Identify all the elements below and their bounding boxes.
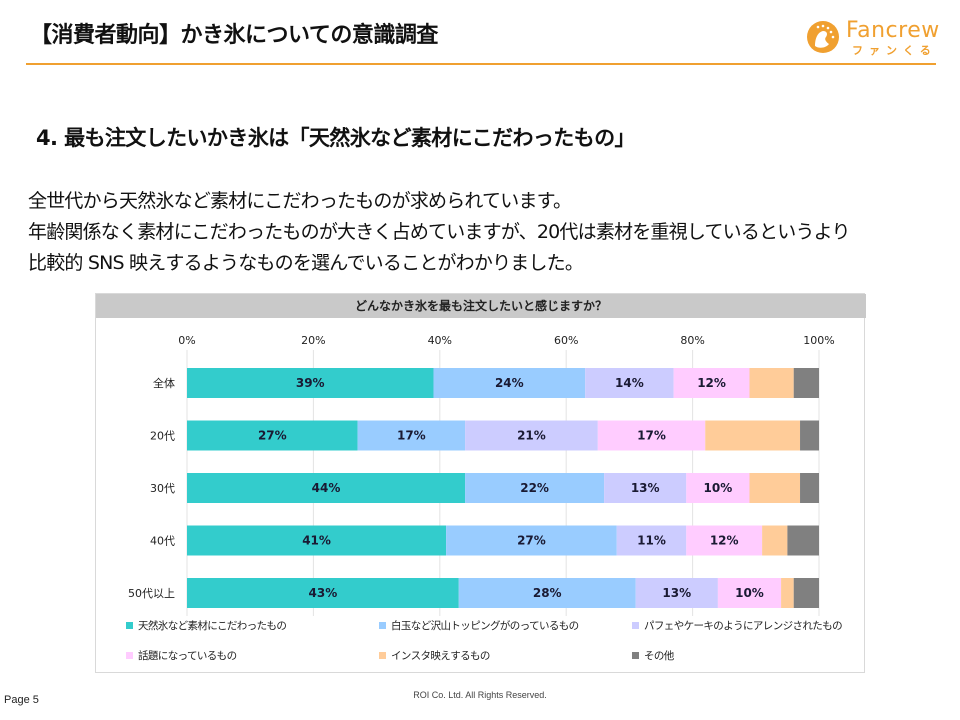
body-line: 比較的 SNS 映えするようなものを選んでいることがわかりました。	[28, 252, 584, 274]
data-label: 13%	[631, 481, 660, 495]
page-header-title: 【消費者動向】かき氷についての意識調査	[30, 23, 438, 48]
header-divider	[26, 63, 936, 65]
stacked-bar-chart: どんなかき氷を最も注文したいと感じますか？ 0% 20% 40% 60% 80% 100%…	[96, 294, 866, 662]
bar-segment	[187, 578, 459, 608]
bar-segment	[597, 420, 706, 451]
legend-label: パフェやケーキのようにアレンジされたもの	[644, 620, 842, 632]
legend-swatch	[632, 622, 639, 629]
section-title: 4. 最も注文したいかき氷は「天然氷など素材にこだわったもの」	[36, 126, 635, 150]
data-label: 12%	[710, 534, 739, 548]
fancrew-logo-icon	[807, 21, 839, 53]
bar-segment	[781, 578, 794, 608]
data-label: 12%	[697, 376, 726, 390]
bar-segment	[749, 473, 801, 503]
category-label: 20代	[150, 430, 175, 443]
category-label: 全体	[153, 376, 175, 390]
x-tick-label: 0%	[178, 334, 195, 347]
logo-wordmark: Fancrew	[846, 18, 940, 43]
bar-segment	[800, 473, 819, 503]
data-label: 17%	[637, 429, 666, 443]
bar-segment	[187, 420, 358, 451]
data-label: 28%	[533, 586, 562, 600]
bar-segment	[787, 525, 819, 556]
legend-label: 白玉など沢山トッピングがのっているもの	[391, 619, 579, 632]
x-tick-label: 40%	[428, 334, 452, 347]
bar-segment	[616, 525, 687, 556]
bar-segment	[705, 420, 801, 451]
body-text: 全世代から天然氷など素材にこだわったものが求められています。 年齢関係なく素材に…	[28, 186, 948, 279]
legend-label: インスタ映えするもの	[391, 650, 490, 662]
fancrew-logo: Fancrew ファンくる	[806, 18, 946, 58]
page-number: Page 5	[4, 694, 39, 706]
chart-title: どんなかき氷を最も注文したいと感じますか？	[355, 298, 607, 313]
bar-segment	[749, 368, 794, 398]
bar-segment	[635, 578, 718, 608]
logo-subtitle: ファンくる	[852, 44, 937, 57]
legend: 天然氷など素材にこだわったもの 白玉など沢山トッピングがのっているもの パフェやケー…	[126, 619, 843, 662]
data-label: 27%	[517, 534, 546, 548]
bar-segment	[762, 525, 788, 556]
bar-segment	[585, 368, 674, 398]
x-tick-label: 20%	[301, 334, 325, 347]
data-label: 11%	[637, 534, 666, 548]
data-label: 22%	[520, 481, 549, 495]
bar-segment	[187, 525, 447, 556]
chart-title-bar	[96, 294, 866, 318]
y-axis-categories: 全体 20代 30代 40代 50代以上	[128, 376, 175, 600]
x-tick-label: 100%	[803, 334, 834, 347]
bar-segment	[357, 420, 466, 451]
chart-container: どんなかき氷を最も注文したいと感じますか？ 0% 20% 40% 60% 80% 100%…	[95, 293, 866, 673]
bar-segment	[800, 420, 819, 451]
legend-swatch	[126, 652, 133, 659]
bar-segment	[673, 368, 750, 398]
bars: 39% 24% 14% 12% 27% 17% 21% 17% 44% 22% 13% 10% 41% 2…	[187, 368, 819, 608]
x-tick-label: 80%	[680, 334, 704, 347]
copyright: ROI Co. Ltd. All Rights Reserved.	[413, 690, 547, 700]
legend-swatch	[126, 622, 133, 629]
bar-segment	[458, 578, 636, 608]
bar-segment	[465, 473, 605, 503]
category-label: 30代	[150, 482, 175, 495]
legend-swatch	[632, 652, 639, 659]
body-line: 全世代から天然氷など素材にこだわったものが求められています。	[28, 190, 572, 212]
category-label: 50代以上	[128, 587, 175, 600]
legend-label: 天然氷など素材にこだわったもの	[138, 619, 286, 632]
category-label: 40代	[150, 535, 175, 548]
bar-segment	[446, 525, 617, 556]
bar-segment	[465, 420, 598, 451]
legend-swatch	[379, 652, 386, 659]
body-line: 年齢関係なく素材にこだわったものが大きく占めていますが、20代は素材を重視してい…	[28, 221, 850, 243]
data-label: 43%	[309, 586, 338, 600]
bar-segment	[717, 578, 782, 608]
bar-segment	[604, 473, 687, 503]
bar-segment	[187, 368, 434, 398]
data-label: 13%	[662, 586, 691, 600]
data-label: 24%	[495, 376, 524, 390]
data-label: 39%	[296, 376, 325, 390]
data-label: 10%	[735, 586, 764, 600]
data-label: 44%	[312, 481, 341, 495]
bar-segment	[686, 525, 763, 556]
bar-segment	[433, 368, 586, 398]
data-label: 41%	[302, 534, 331, 548]
legend-label: その他	[644, 649, 675, 662]
legend-label: 話題になっているもの	[138, 649, 237, 662]
x-tick-label: 60%	[554, 334, 578, 347]
bar-segment	[686, 473, 750, 503]
data-label: 14%	[615, 376, 644, 390]
data-label: 27%	[258, 429, 287, 443]
data-label: 17%	[397, 429, 426, 443]
x-axis-ticks: 0% 20% 40% 60% 80% 100%	[178, 334, 834, 347]
data-label: 21%	[517, 429, 546, 443]
legend-swatch	[379, 622, 386, 629]
bar-segment	[793, 578, 819, 608]
bar-segment	[793, 368, 819, 398]
bar-segment	[187, 473, 466, 503]
data-label: 10%	[704, 481, 733, 495]
